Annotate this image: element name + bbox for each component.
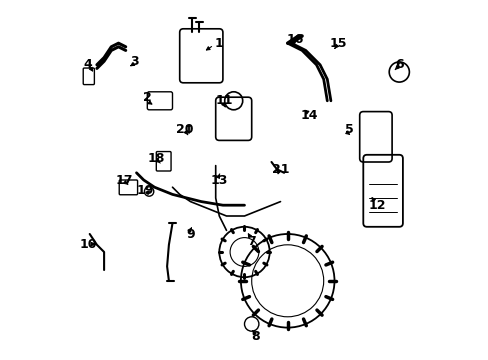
Text: 20: 20 (176, 123, 193, 136)
Text: 17: 17 (115, 174, 132, 186)
Text: 2: 2 (142, 91, 151, 104)
Text: 10: 10 (79, 238, 97, 251)
Text: 18: 18 (147, 152, 164, 165)
Text: 4: 4 (83, 58, 92, 71)
Text: 12: 12 (368, 199, 386, 212)
Text: 14: 14 (300, 109, 317, 122)
Text: 6: 6 (394, 58, 403, 71)
Text: 13: 13 (210, 174, 227, 186)
Text: 7: 7 (247, 235, 256, 248)
Text: 8: 8 (250, 330, 259, 343)
Text: 3: 3 (130, 55, 139, 68)
Text: 5: 5 (344, 123, 352, 136)
Text: 11: 11 (216, 94, 233, 107)
Text: 19: 19 (137, 184, 154, 197)
Text: 9: 9 (186, 228, 194, 240)
Text: 21: 21 (271, 163, 289, 176)
Text: 16: 16 (285, 33, 303, 46)
Text: 1: 1 (215, 37, 223, 50)
Text: 15: 15 (329, 37, 346, 50)
